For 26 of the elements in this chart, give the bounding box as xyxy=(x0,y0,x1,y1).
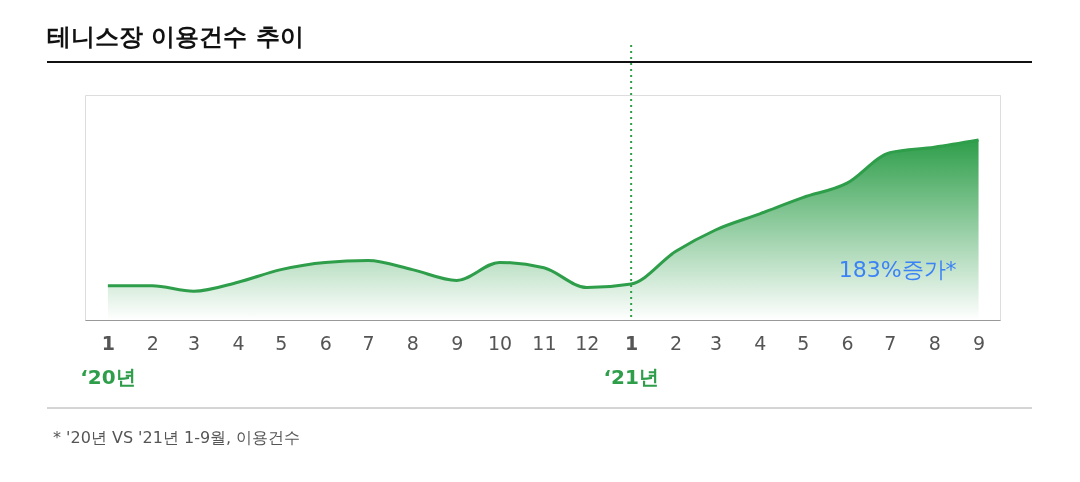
text: * '20년 VS '21년 1-9월, 이용건수 xyxy=(53,428,301,447)
x-tick-label: 3 xyxy=(188,331,201,354)
x-tick-label: 11 xyxy=(532,331,557,354)
text: ‘21년 xyxy=(603,365,659,389)
x-tick-label: 1 xyxy=(101,331,115,354)
x-tick-label: 2 xyxy=(669,331,683,354)
x-tick-label: 12 xyxy=(575,331,600,354)
x-tick-label: 3 xyxy=(709,331,723,354)
chart-title: 테니스장 이용건수 추이 xyxy=(47,23,304,51)
x-tick-label: 1 xyxy=(625,331,639,354)
x-tick-label: 6 xyxy=(319,331,332,354)
x-tick-label: 8 xyxy=(406,331,419,354)
annotation: 183%증가* xyxy=(838,257,957,282)
text: ‘20년 xyxy=(80,365,136,389)
x-tick-label: 2 xyxy=(146,331,159,354)
x-tick-label: 4 xyxy=(232,331,245,354)
x-tick-label: 10 xyxy=(488,331,513,354)
x-tick-label: 4 xyxy=(754,331,767,354)
x-tick-label: 9 xyxy=(451,331,464,354)
x-tick-label: 8 xyxy=(928,331,941,354)
x-tick-label: 5 xyxy=(797,331,810,354)
x-tick-label: 6 xyxy=(841,331,854,354)
x-tick-label: 7 xyxy=(362,331,375,354)
x-tick-label: 7 xyxy=(884,331,897,354)
x-tick-label: 9 xyxy=(973,331,986,354)
x-tick-label: 5 xyxy=(275,331,288,354)
